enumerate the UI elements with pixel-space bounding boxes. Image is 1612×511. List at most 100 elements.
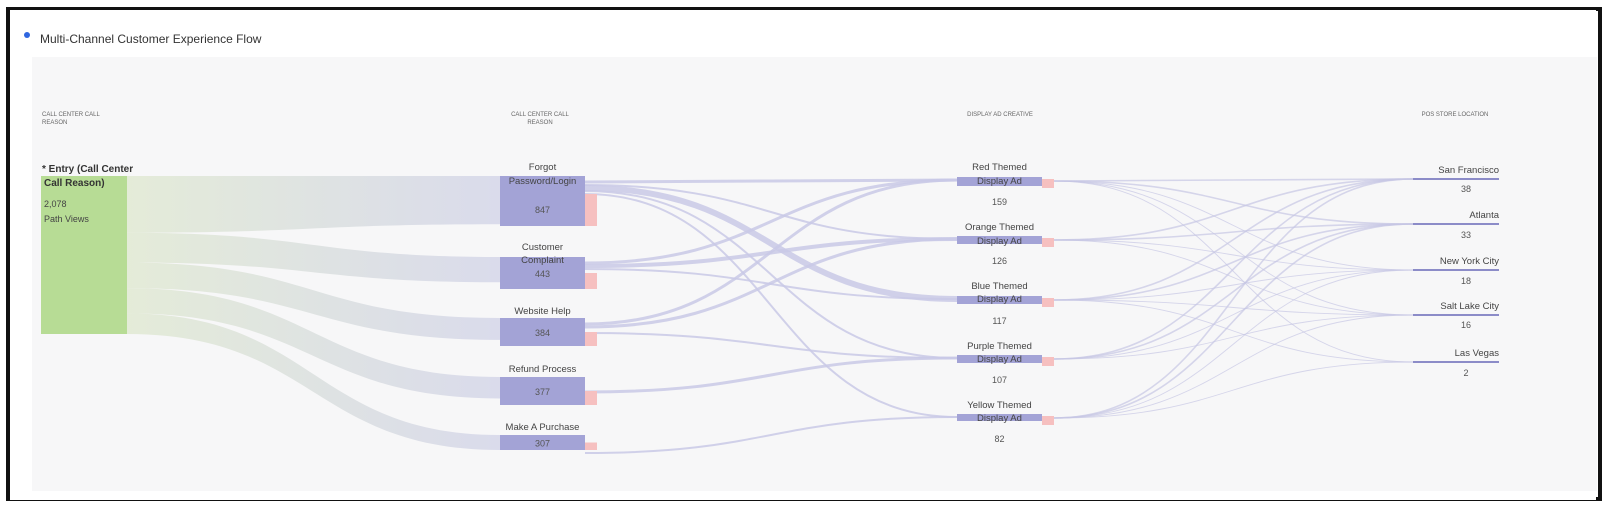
location-value: 16 <box>1461 320 1471 330</box>
reason-ad-link <box>584 356 958 394</box>
reason-node <box>500 435 585 450</box>
ad-node <box>957 414 1042 421</box>
ad-exit-node <box>1042 238 1054 247</box>
column-header: CALL CENTER CALL <box>42 112 100 118</box>
ad-location-link <box>1053 239 1414 316</box>
reason-ad-link <box>584 178 958 326</box>
ad-exit-node <box>1042 179 1054 188</box>
reason-value: 847 <box>535 205 550 215</box>
ad-location-link <box>1053 180 1414 363</box>
entry-link <box>127 262 500 340</box>
ad-exit-node <box>1042 298 1054 307</box>
reason-exit-node <box>585 194 597 226</box>
reason-ad-link <box>584 190 958 359</box>
ad-location-link <box>1053 178 1414 182</box>
ad-node <box>957 177 1042 186</box>
location-value: 2 <box>1463 368 1468 378</box>
reason-label: Customer <box>522 242 563 253</box>
ad-label: Display Ad <box>977 176 1022 187</box>
ad-location-link <box>1053 299 1414 363</box>
reason-label: Make A Purchase <box>506 422 580 433</box>
ad-location-link <box>1053 361 1414 419</box>
entry-label: Call Reason) <box>44 178 105 189</box>
location-label: New York City <box>1440 256 1499 267</box>
location-node <box>1413 223 1499 225</box>
reason-label: Forgot <box>529 162 557 173</box>
ad-value: 82 <box>994 434 1004 444</box>
reason-ad-link <box>584 185 958 302</box>
reason-node <box>500 176 585 226</box>
ad-location-link <box>1053 178 1414 301</box>
entry-link <box>127 313 500 450</box>
ad-location-link <box>1053 180 1414 316</box>
ad-label: Display Ad <box>977 236 1022 247</box>
location-value: 33 <box>1461 230 1471 240</box>
ad-location-link <box>1053 223 1414 360</box>
location-label: Atlanta <box>1469 210 1499 221</box>
entry-unit: Path Views <box>44 214 89 224</box>
reason-label: Refund Process <box>509 364 577 375</box>
flow-panel: Multi-Channel Customer Experience Flow <box>10 10 1597 500</box>
reason-node <box>500 318 585 346</box>
reason-node <box>500 257 585 289</box>
ad-label: Orange Themed <box>965 222 1034 233</box>
column-header: POS STORE LOCATION <box>1422 112 1489 118</box>
location-label: Salt Lake City <box>1440 301 1499 312</box>
ad-location-link <box>1053 223 1414 241</box>
ad-node <box>957 236 1042 244</box>
reason-ad-link <box>584 193 958 418</box>
ad-location-link <box>1053 239 1414 271</box>
reason-node <box>500 377 585 405</box>
ad-node <box>957 296 1042 304</box>
ad-to-location-links <box>1053 178 1414 419</box>
ad-location-link <box>1053 178 1414 360</box>
column-header: DISPLAY AD CREATIVE <box>967 112 1033 118</box>
ad-label: Display Ad <box>977 413 1022 424</box>
ad-location-link <box>1053 299 1414 316</box>
ad-label: Display Ad <box>977 294 1022 305</box>
ad-location-link <box>1053 314 1414 419</box>
reason-exit-node <box>585 442 597 450</box>
ad-location-link <box>1053 314 1414 360</box>
reason-ad-link <box>584 184 958 240</box>
reason-label: Password/Login <box>509 176 577 187</box>
reason-ad-link <box>584 237 958 329</box>
ad-exit-node <box>1042 357 1054 366</box>
ad-location-link <box>1053 269 1414 360</box>
location-value: 18 <box>1461 276 1471 286</box>
column-header: CALL CENTER CALL <box>511 112 569 118</box>
reason-label: Complaint <box>521 255 564 266</box>
ad-node <box>957 355 1042 363</box>
nodes <box>41 176 1499 450</box>
location-value: 38 <box>1461 184 1471 194</box>
reason-ad-link <box>584 332 958 359</box>
ad-label: Red Themed <box>972 162 1027 173</box>
location-label: Las Vegas <box>1455 348 1500 359</box>
entry-node <box>41 176 127 334</box>
ad-location-link <box>1053 178 1414 419</box>
ad-location-link <box>1053 180 1414 225</box>
panel-title: Multi-Channel Customer Experience Flow <box>40 32 262 46</box>
ad-location-link <box>1053 269 1414 301</box>
ad-location-link <box>1053 223 1414 301</box>
reason-to-ad-links <box>584 178 958 454</box>
ad-exit-node <box>1042 416 1054 425</box>
column-header: REASON <box>527 120 552 126</box>
reason-ad-link <box>584 178 958 265</box>
ad-location-link <box>1053 180 1414 271</box>
ad-value: 126 <box>992 256 1007 266</box>
ad-value: 117 <box>992 316 1006 326</box>
location-node <box>1413 269 1499 271</box>
ad-location-link <box>1053 269 1414 419</box>
flow-canvas-background <box>32 57 1597 491</box>
column-header: REASON <box>42 120 67 126</box>
entry-links <box>127 176 500 450</box>
ad-label: Purple Themed <box>967 341 1032 352</box>
location-node <box>1413 361 1499 363</box>
entry-link <box>127 176 500 233</box>
ad-label: Display Ad <box>977 354 1022 365</box>
ad-label: Yellow Themed <box>967 400 1031 411</box>
ad-location-link <box>1053 178 1414 241</box>
ad-value: 159 <box>992 197 1007 207</box>
